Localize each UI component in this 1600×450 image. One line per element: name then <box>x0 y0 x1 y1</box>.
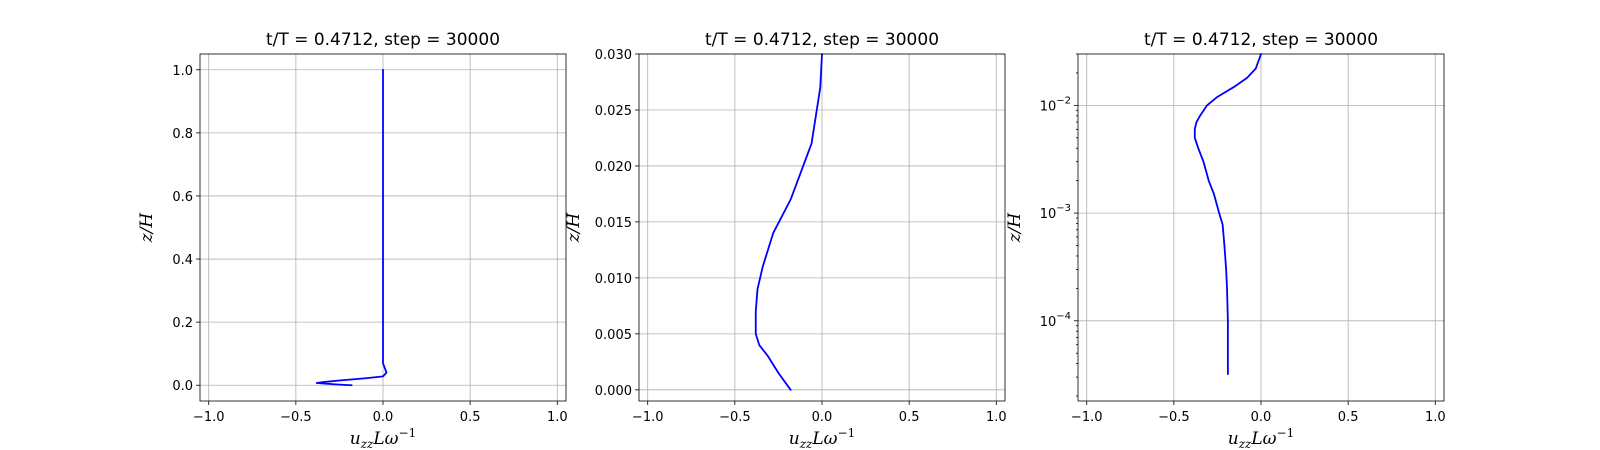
x-tick-label: 0.5 <box>1338 410 1359 425</box>
y-tick-label: 10−2 <box>1040 95 1071 114</box>
y-axis-label: z/H <box>1005 212 1025 244</box>
y-tick-label: 0.0 <box>172 379 193 394</box>
x-tick-label: 0.5 <box>899 410 920 425</box>
subplot-1: −1.0 −0.5 0.0 0.5 1.0 0.0 0.2 0.4 0.6 0.8 1.0 t/T =… <box>137 30 568 450</box>
chart-title: t/T = 0.4712, step = 30000 <box>1144 30 1378 50</box>
x-tick-label: −0.5 <box>280 410 312 425</box>
subplot-3: −1.0 −0.5 0.0 0.5 1.0 10−4 10−3 10−2 t/T = 0.471… <box>1005 30 1446 450</box>
x-tick-label: 0.5 <box>460 410 481 425</box>
y-tick-label: 0.005 <box>595 328 632 343</box>
x-axis-label: uzzLω−1 <box>1228 426 1294 450</box>
y-tick-label: 0.015 <box>595 216 632 231</box>
y-tick-label: 10−4 <box>1040 311 1071 330</box>
x-tick-label: 0.0 <box>373 410 394 425</box>
x-tick-label: −1.0 <box>1071 410 1103 425</box>
y-axis-label: z/H <box>564 212 584 244</box>
y-tick-label: 0.025 <box>595 104 632 119</box>
x-tick-label: −1.0 <box>193 410 225 425</box>
y-tick-label: 0.000 <box>595 384 632 399</box>
y-tick-label: 0.010 <box>595 272 632 287</box>
y-tick-label: 0.8 <box>172 127 193 142</box>
y-tick-label: 0.6 <box>172 190 193 205</box>
x-tick-label: −0.5 <box>1158 410 1190 425</box>
y-tick-label: 0.4 <box>172 253 193 268</box>
x-tick-label: 1.0 <box>986 410 1007 425</box>
data-line <box>754 53 823 391</box>
y-tick-label: 1.0 <box>172 64 193 79</box>
chart-title: t/T = 0.4712, step = 30000 <box>266 30 500 50</box>
y-tick-label: 0.2 <box>172 316 193 331</box>
y-axis-label: z/H <box>137 212 157 244</box>
subplot-2: −1.0 −0.5 0.0 0.5 1.0 0.000 0.005 0.010 0.015 0.0… <box>564 30 1007 450</box>
x-tick-label: 0.0 <box>1251 410 1272 425</box>
gridlines <box>1078 54 1444 401</box>
x-axis-label: uzzLω−1 <box>350 426 416 450</box>
x-tick-label: 1.0 <box>547 410 568 425</box>
data-line <box>1193 53 1262 375</box>
y-tick-label: 0.030 <box>595 48 632 63</box>
y-tick-label: 10−3 <box>1040 203 1071 222</box>
x-tick-label: 1.0 <box>1425 410 1446 425</box>
gridlines <box>639 53 1005 401</box>
chart-title: t/T = 0.4712, step = 30000 <box>705 30 939 50</box>
x-axis-label: uzzLω−1 <box>789 426 855 450</box>
x-tick-label: −0.5 <box>719 410 751 425</box>
y-tick-label: 0.020 <box>595 160 632 175</box>
x-tick-label: −1.0 <box>632 410 664 425</box>
x-tick-label: 0.0 <box>812 410 833 425</box>
data-line <box>315 68 388 387</box>
